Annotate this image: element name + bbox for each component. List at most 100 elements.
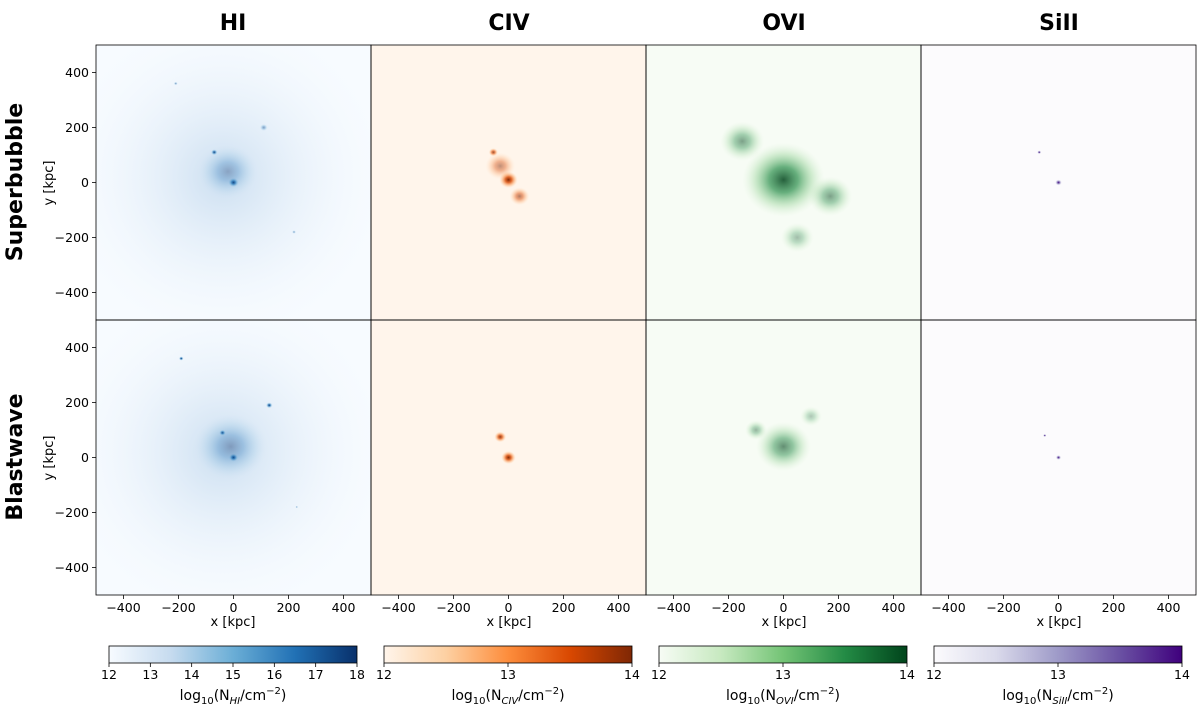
emission-feature — [1055, 179, 1062, 186]
column-title-hi: HI — [220, 11, 247, 36]
xtick-label: 200 — [1102, 600, 1126, 615]
emission-feature — [720, 121, 765, 162]
panel-superbubble-ovi — [646, 45, 921, 320]
ytick-label: 0 — [81, 175, 89, 190]
column-title-siii: SiII — [1039, 11, 1079, 36]
xtick-label: 400 — [882, 600, 906, 615]
colorbar-tick-label: 13 — [1050, 667, 1066, 682]
colorbar-tick-label: 16 — [266, 667, 282, 682]
colorbar-hi: 12 13 14 15 16 17 18 log10(NHI/cm−2) — [101, 645, 365, 707]
xtick-label: −200 — [986, 600, 1020, 615]
colorbar-tick-label: 12 — [926, 667, 942, 682]
xtick-label: −400 — [931, 600, 965, 615]
colorbar-gradient — [933, 645, 1183, 664]
xlabel-siii: x [kpc] — [1037, 615, 1082, 630]
emission-feature — [509, 187, 530, 206]
xtick-label: 0 — [230, 600, 238, 615]
panel-blastwave-civ — [371, 320, 646, 595]
row-titles: Superbubble Blastwave — [3, 103, 28, 521]
colorbar-gradient — [383, 645, 633, 664]
colorbar-label: log10(NCIV/cm−2) — [451, 686, 564, 707]
ytick-label: −400 — [55, 560, 89, 575]
emission-feature — [808, 176, 853, 217]
colorbar-label: log10(NOVI/cm−2) — [726, 686, 840, 707]
ytick-label: 0 — [81, 450, 89, 465]
ylabel-row-blastwave: y [kpc] — [42, 436, 57, 481]
panel-blastwave-siii — [921, 320, 1196, 595]
colorbar-ovi: 12 13 14 log10(NOVI/cm−2) — [651, 645, 915, 707]
emission-feature — [800, 406, 822, 427]
colorbar-tick-label: 17 — [308, 667, 324, 682]
ytick-label: 200 — [65, 395, 89, 410]
xlabel-ovi: x [kpc] — [762, 615, 807, 630]
panel-superbubble-siii — [921, 45, 1196, 320]
xtick-label: 400 — [1157, 600, 1181, 615]
colorbar-siii: 12 13 14 log10(NSiII/cm−2) — [926, 645, 1190, 707]
row-title-superbubble: Superbubble — [3, 103, 28, 261]
colorbar-tick-label: 13 — [142, 667, 158, 682]
colorbar-tick-label: 14 — [899, 667, 915, 682]
xlabel-hi: x [kpc] — [211, 615, 256, 630]
xtick-label: 0 — [1055, 600, 1063, 615]
emission-feature — [1055, 455, 1062, 460]
colorbar-label: log10(NSiII/cm−2) — [1002, 686, 1113, 707]
colorbar-tick-label: 12 — [376, 667, 392, 682]
xtick-label: −200 — [711, 600, 745, 615]
colorbar-tick-label: 15 — [225, 667, 241, 682]
axes-grid: −400 −200 0 200 400 −400 −200 0 200 400 −400 −200 0 2… — [55, 44, 1197, 615]
panel-superbubble-hi — [96, 45, 371, 320]
ytick-label: 200 — [65, 120, 89, 135]
column-title-ovi: OVI — [762, 11, 805, 36]
emission-feature — [485, 152, 516, 180]
xtick-label: 0 — [505, 600, 513, 615]
emission-feature — [259, 123, 268, 132]
xtick-label: 200 — [552, 600, 576, 615]
emission-feature — [742, 142, 825, 217]
emission-feature — [178, 356, 184, 361]
emission-feature — [292, 230, 296, 234]
colorbar-tick-label: 13 — [500, 667, 516, 682]
xtick-label: 400 — [332, 600, 356, 615]
colorbar-tick-label: 12 — [101, 667, 117, 682]
emission-feature — [198, 144, 258, 199]
emission-feature — [745, 420, 767, 440]
ytick-label: 400 — [65, 65, 89, 80]
xtick-label: 400 — [607, 600, 631, 615]
axis-labels: y [kpc] y [kpc] x [kpc] x [kpc] x [kpc] … — [42, 161, 1081, 630]
xtick-label: 200 — [827, 600, 851, 615]
panels — [96, 45, 1196, 595]
panel-blastwave-ovi — [646, 320, 921, 595]
colorbar-tick-label: 14 — [1174, 667, 1190, 682]
colorbar-tick-label: 12 — [651, 667, 667, 682]
emission-feature — [494, 431, 507, 443]
ytick-label: 400 — [65, 340, 89, 355]
colorbar-tick-label: 14 — [184, 667, 200, 682]
ytick-label: −200 — [55, 230, 89, 245]
colorbar-gradient — [108, 645, 358, 664]
colorbars: 12 13 14 15 16 17 18 log10(NHI/cm−2) 12 13 14 log10… — [101, 645, 1190, 707]
xtick-label: −200 — [161, 600, 195, 615]
emission-feature — [173, 81, 178, 86]
emission-feature — [1037, 150, 1042, 155]
emission-feature — [501, 450, 516, 465]
panel-superbubble-civ — [371, 45, 646, 320]
colorbar-tick-label: 18 — [349, 667, 365, 682]
ytick-label: −200 — [55, 505, 89, 520]
panel-blastwave-hi — [96, 320, 371, 595]
ytick-label: −400 — [55, 285, 89, 300]
xtick-label: −400 — [656, 600, 690, 615]
emission-feature — [780, 222, 814, 253]
xtick-label: −400 — [106, 600, 140, 615]
colorbar-tick-label: 14 — [624, 667, 640, 682]
colorbar-tick-label: 13 — [775, 667, 791, 682]
ylabel-row-superbubble: y [kpc] — [42, 161, 57, 206]
xtick-label: 0 — [780, 600, 788, 615]
emission-feature — [756, 421, 811, 472]
row-title-blastwave: Blastwave — [3, 393, 28, 520]
emission-feature — [1043, 434, 1047, 437]
colorbar-label: log10(NHI/cm−2) — [180, 686, 287, 707]
column-titles: HI CIV OVI SiII — [220, 11, 1079, 36]
column-title-civ: CIV — [488, 11, 529, 36]
xtick-label: 200 — [277, 600, 301, 615]
